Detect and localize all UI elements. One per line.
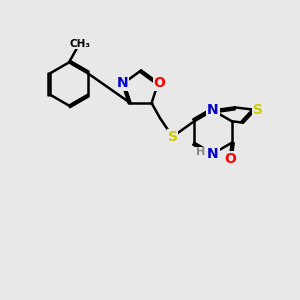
Text: N: N <box>117 76 128 90</box>
Text: H: H <box>196 147 205 157</box>
Text: O: O <box>224 152 236 166</box>
Text: O: O <box>154 76 166 90</box>
Text: S: S <box>168 130 178 144</box>
Text: S: S <box>253 103 263 117</box>
Text: N: N <box>207 103 219 117</box>
Text: N: N <box>207 147 219 160</box>
Text: CH₃: CH₃ <box>70 38 91 49</box>
